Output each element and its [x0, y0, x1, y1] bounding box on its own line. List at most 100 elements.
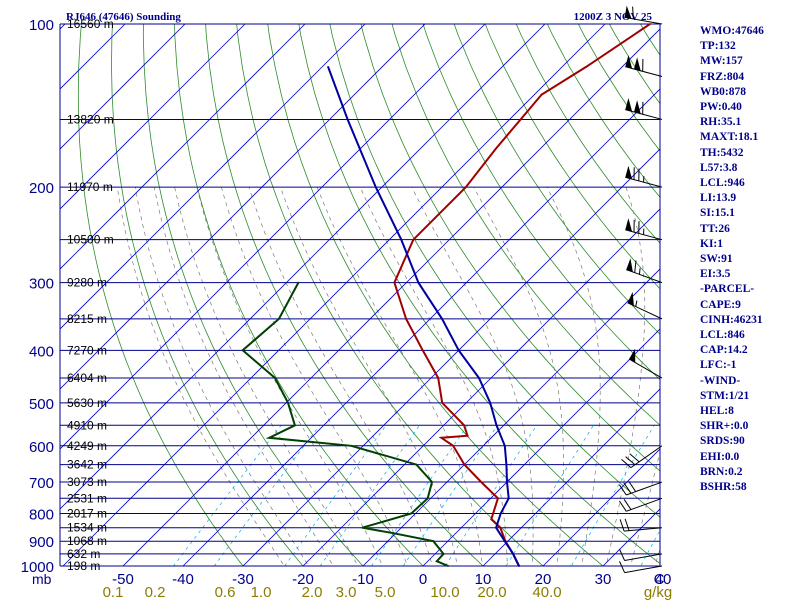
parcel-point	[457, 349, 460, 352]
moist-adiabat	[546, 187, 601, 566]
parcel-point	[495, 424, 498, 427]
index-item: TH:5432	[700, 146, 744, 159]
pressure-tick-label: 900	[29, 534, 54, 551]
moist-adiabat	[316, 187, 483, 566]
mixing-ratio-line	[640, 529, 660, 566]
index-item: CAP:14.2	[700, 344, 748, 357]
temperature-point	[499, 526, 502, 529]
temperature-point	[463, 424, 465, 427]
wind-barb	[619, 518, 663, 532]
temperature-point	[480, 481, 483, 483]
dry-adiabat	[205, 24, 484, 566]
wind-barb-flag	[619, 548, 626, 561]
index-item: CINH:46231	[700, 313, 763, 326]
height-label: 7270 m	[67, 343, 107, 357]
wind-barb	[627, 291, 663, 320]
index-item: BRN:0.2	[700, 465, 743, 478]
wind-barb	[626, 258, 663, 284]
parcel-point	[417, 281, 420, 284]
dew-point-point	[431, 481, 433, 483]
wind-barb-pennant	[627, 291, 634, 306]
wind-barb-staff	[630, 445, 663, 469]
index-item: SHR+:0.0	[700, 420, 749, 433]
mixing-ratio-tick-label: 5.0	[375, 584, 396, 600]
index-item: FRZ:804	[700, 70, 745, 83]
height-label: 4910 m	[67, 418, 107, 432]
pressure-tick-label: 700	[29, 475, 54, 492]
wind-barb-flag	[618, 500, 627, 512]
dew-point-line	[241, 282, 449, 567]
isotherm	[62, 24, 606, 566]
isotherm	[242, 148, 660, 566]
dew-point-point	[447, 565, 450, 567]
wind-barb	[625, 218, 663, 241]
wind-barb	[619, 561, 663, 574]
mixing-ratio-tick-label: 40.0	[532, 584, 561, 600]
wind-barb-flag	[629, 453, 640, 463]
temperature-point	[463, 463, 466, 466]
height-label: 6404 m	[67, 371, 107, 385]
pressure-tick-label: 500	[29, 396, 54, 413]
mixing-ratio-tick-label: 10.0	[430, 584, 459, 600]
moist-adiabat	[248, 187, 433, 566]
mixing-ratio-tick-label: 0.2	[145, 584, 166, 600]
temperature-tick-label: -50	[112, 571, 134, 588]
height-label: 2531 m	[67, 491, 107, 505]
pressure-tick-label: 300	[29, 276, 54, 293]
isotherm	[60, 24, 546, 510]
temperature-point	[421, 349, 424, 352]
temperature-point	[540, 93, 543, 96]
wind-barb	[625, 98, 663, 120]
index-item: TT:26	[700, 222, 730, 235]
isotherm	[542, 448, 660, 566]
mixing-ratio-tick-label: 0.6	[215, 584, 236, 600]
height-label: 1534 m	[67, 521, 107, 535]
temperature-point	[452, 444, 455, 447]
index-item: LCL:946	[700, 177, 745, 190]
height-label: 2017 m	[67, 506, 107, 520]
mixing-ratio-tick-label: 3.0	[336, 584, 357, 600]
pressure-tick-label: 100	[29, 17, 54, 34]
dew-point-point	[297, 281, 300, 284]
dew-point-point	[274, 377, 276, 379]
mixing-ratio-tick-label: g/kg	[644, 584, 672, 600]
index-item: SI:15.1	[700, 207, 735, 220]
temperature-point	[494, 148, 497, 150]
wind-barb-staff	[626, 497, 663, 512]
pressure-tick-label: 200	[29, 180, 54, 197]
isotherm	[60, 24, 306, 270]
index-item: WMO:47646	[700, 25, 764, 37]
wind-barb-flag	[628, 481, 637, 492]
temperature-point	[649, 23, 651, 25]
pressure-tick-label: 800	[29, 506, 54, 523]
temperature-point	[393, 281, 396, 284]
temperature-point	[437, 377, 440, 379]
wind-barb-pennant	[625, 55, 633, 69]
index-item: SRDS:90	[700, 435, 745, 448]
mixing-ratio-line	[570, 425, 655, 566]
chart-time: 1200Z 3 NOV 25	[574, 11, 653, 23]
wind-barb-staff	[626, 269, 663, 284]
temperature-tick-label: -30	[232, 571, 254, 588]
index-item: -PARCEL-	[700, 283, 755, 296]
height-label: 4249 m	[67, 439, 107, 453]
isotherm	[60, 24, 366, 330]
wind-barb-flag	[621, 459, 632, 468]
index-item: WB0:878	[700, 85, 746, 98]
moist-adiabat	[359, 187, 508, 566]
parcel-point	[503, 540, 506, 543]
wind-barb-staff	[624, 553, 663, 561]
pressure-unit-label: mb	[32, 571, 52, 587]
pressure-tick-label: 1000	[21, 559, 54, 576]
temperature-tick-label: 0	[419, 571, 427, 588]
temperature-tick-label: C	[654, 571, 665, 588]
temperature-tick-label: -20	[292, 571, 314, 588]
moist-adiabat	[473, 187, 564, 566]
wind-barb-pennant	[626, 258, 633, 272]
mixing-ratio-line	[444, 425, 538, 566]
temperature-point	[441, 401, 444, 404]
mixing-ratio-tick-label: 2.0	[302, 584, 323, 600]
temperature-tick-label: 10	[475, 571, 492, 588]
wind-barb	[628, 348, 663, 379]
